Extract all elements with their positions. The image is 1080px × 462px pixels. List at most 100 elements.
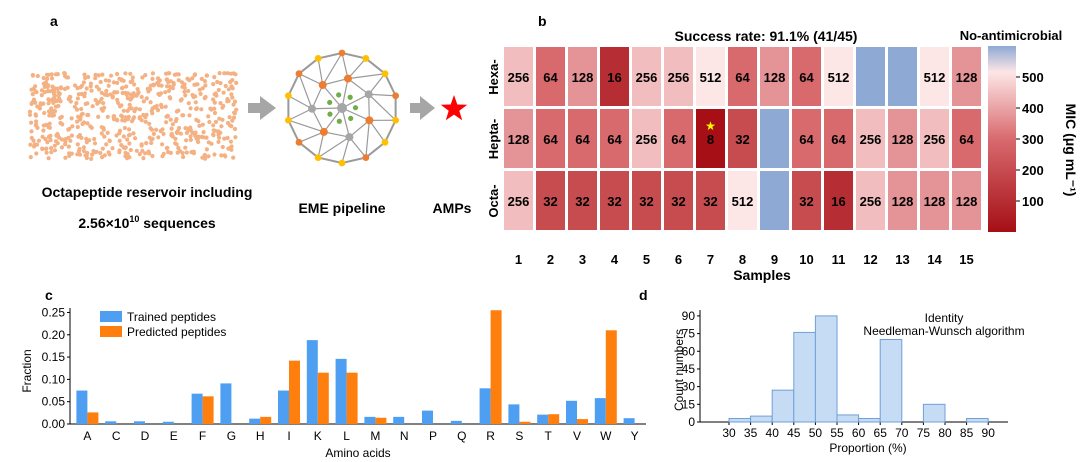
reservoir-dot	[233, 135, 238, 140]
reservoir-dot	[127, 132, 132, 137]
reservoir-dot	[161, 131, 166, 136]
histogram-bars	[728, 315, 989, 423]
x-tick-label: 40	[766, 426, 780, 440]
reservoir-dot	[229, 124, 234, 129]
reservoir-dot	[96, 87, 102, 92]
y-tick-label: 75	[682, 327, 696, 341]
network-node	[284, 92, 292, 100]
reservoir-dot	[31, 100, 37, 105]
bar-predicted	[317, 372, 329, 424]
heatmap-row-label: Hepta-	[486, 119, 501, 159]
reservoir-dot	[203, 94, 208, 100]
reservoir-dot	[148, 83, 153, 88]
heatmap-value: 64	[575, 132, 590, 147]
reservoir-dot	[75, 142, 80, 147]
reservoir-dot	[233, 72, 238, 77]
reservoir-dot	[229, 144, 234, 149]
reservoir-dot	[76, 92, 81, 97]
heatmap-value: 256	[508, 70, 530, 85]
reservoir-dot	[139, 94, 144, 100]
reservoir-dot	[85, 112, 90, 118]
heatmap-value: 8	[707, 132, 714, 147]
reservoir-dot	[150, 71, 155, 76]
heatmap-cell	[664, 171, 693, 230]
reservoir-dot	[160, 142, 165, 147]
network-node	[347, 94, 353, 100]
reservoir-dot	[111, 114, 117, 119]
reservoir-dot	[222, 71, 227, 76]
reservoir-dot	[139, 143, 144, 148]
legend-swatch-predicted	[100, 326, 122, 337]
y-tick-label: 0.15	[42, 350, 66, 364]
heatmap-cell	[888, 171, 917, 230]
heatmap-value: 64	[959, 132, 974, 147]
heatmap-cell	[696, 171, 725, 230]
reservoir-dot	[178, 131, 183, 136]
y-tick-label: 0.20	[42, 328, 66, 342]
reservoir-dot	[46, 125, 51, 130]
reservoir-dot	[34, 90, 39, 95]
network-edge	[288, 108, 313, 121]
reservoir-dot	[117, 76, 122, 81]
reservoir-dot	[183, 93, 188, 98]
reservoir-dot	[110, 94, 115, 99]
reservoir-dot	[70, 124, 75, 129]
reservoir-dot	[134, 148, 139, 153]
reservoir-dot	[154, 127, 159, 132]
x-tick-label: 65	[874, 426, 888, 440]
heatmap-value: 32	[543, 194, 557, 209]
reservoir-dot	[129, 96, 134, 101]
reservoir-dot	[99, 90, 104, 95]
reservoir-dot	[227, 115, 232, 120]
heatmap-cell	[696, 47, 725, 106]
heatmap-value: 256	[508, 194, 530, 209]
reservoir-dot	[57, 135, 62, 140]
network-node	[338, 159, 346, 167]
reservoir-dot	[212, 75, 217, 80]
reservoir-dot	[55, 141, 60, 146]
heatmap-cell	[760, 171, 789, 230]
heatmap-column-labels: 1 2 3 4 5 6 7 8 9 10 11 12 13 14 15	[515, 252, 974, 267]
reservoir-dot	[186, 88, 191, 94]
reservoir-dot	[45, 140, 50, 145]
reservoir-dot	[69, 133, 74, 138]
reservoir-dot	[101, 101, 106, 106]
network-node	[327, 99, 333, 106]
x-tick-label: Y	[631, 429, 639, 443]
reservoir-dot	[41, 123, 46, 128]
colorbar-tick-label: 400	[1022, 101, 1044, 116]
reservoir-dot	[232, 99, 238, 104]
heatmap-value: 32	[703, 194, 717, 209]
reservoir-dot	[184, 138, 189, 143]
bar-trained	[105, 421, 117, 424]
reservoir-dot	[126, 114, 131, 120]
histogram-bar	[922, 403, 946, 423]
reservoir-dot	[137, 115, 142, 120]
x-tick-label: 45	[787, 426, 801, 440]
reservoir-dot	[119, 113, 124, 118]
reservoir-dot	[34, 151, 39, 156]
heatmap-cell	[952, 47, 981, 106]
reservoir-dot	[150, 153, 155, 159]
x-tick-label: L	[343, 429, 350, 443]
reservoir-dot	[67, 94, 72, 99]
reservoir-dot	[155, 76, 161, 81]
reservoir-dot	[41, 128, 46, 133]
heatmap-column-label: 2	[547, 252, 554, 267]
reservoir-dot	[93, 72, 98, 77]
reservoir-dot	[215, 79, 220, 85]
reservoir-dot	[161, 151, 166, 156]
bar-predicted	[519, 421, 531, 424]
heatmap-column-label: 12	[863, 252, 877, 267]
bar-chart-ylabel: Fraction	[20, 349, 34, 392]
reservoir-dot	[148, 126, 153, 131]
reservoir-dot	[182, 89, 187, 94]
reservoir-dot	[33, 112, 38, 117]
reservoir-dot	[59, 86, 64, 91]
reservoir-dot	[188, 106, 193, 111]
network-edge	[288, 119, 325, 133]
histogram-bar	[750, 415, 773, 423]
network-node	[381, 138, 389, 146]
reservoir-dot	[226, 87, 231, 92]
heatmap-cell	[792, 171, 821, 230]
